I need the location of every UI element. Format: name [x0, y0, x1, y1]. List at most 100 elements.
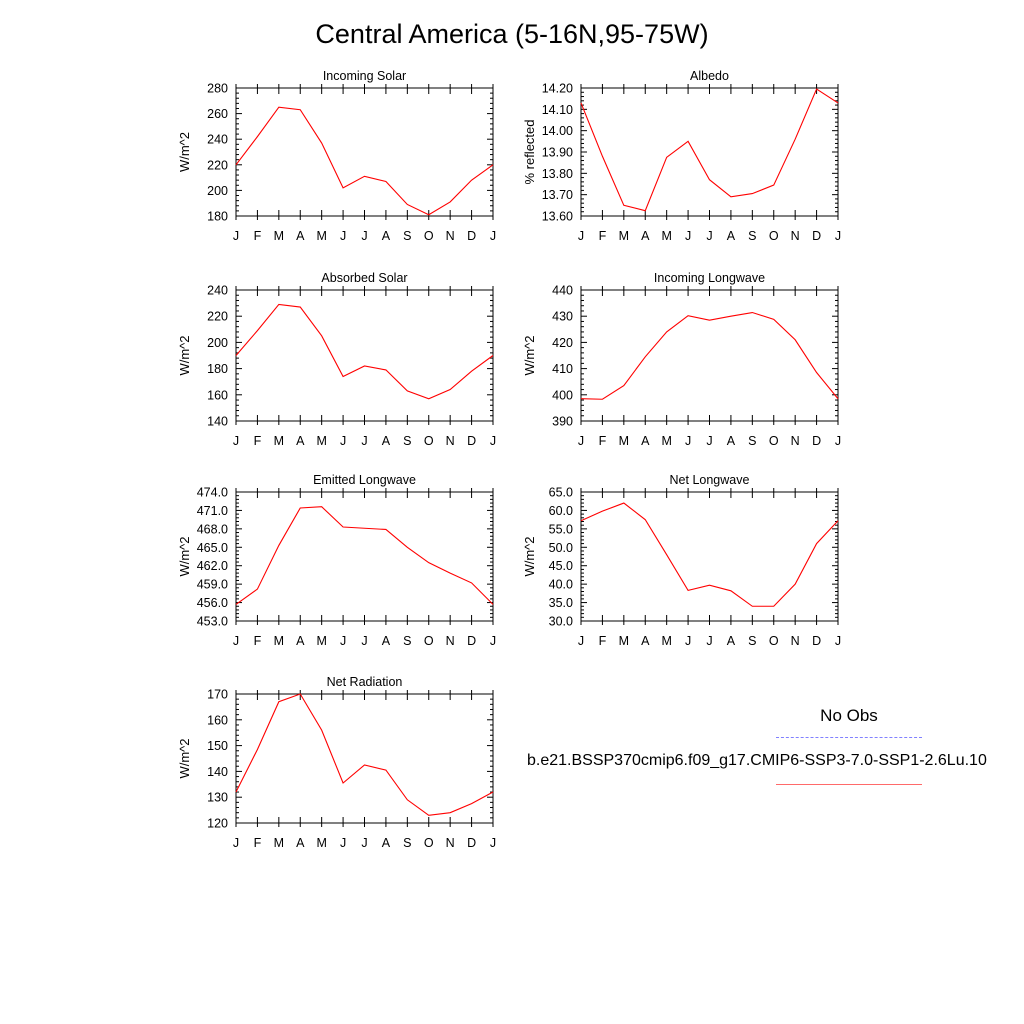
x-tick-label: A [727, 634, 736, 648]
x-tick-label: M [316, 634, 326, 648]
x-tick-label: A [382, 634, 391, 648]
x-tick-label: J [340, 434, 346, 448]
y-tick-label: 456.0 [197, 596, 228, 610]
x-tick-label: J [706, 434, 712, 448]
x-tick-label: M [316, 836, 326, 850]
x-tick-label: S [748, 434, 756, 448]
x-tick-label: N [446, 634, 455, 648]
x-tick-label: F [254, 836, 262, 850]
y-tick-label: 468.0 [197, 522, 228, 536]
x-tick-label: J [361, 836, 367, 850]
x-tick-label: M [274, 229, 284, 243]
x-tick-label: S [403, 836, 411, 850]
x-tick-label: M [316, 434, 326, 448]
y-tick-label: 30.0 [549, 615, 573, 629]
x-tick-label: J [490, 434, 496, 448]
plot-frame [235, 693, 494, 824]
x-tick-label: J [340, 634, 346, 648]
plot-frame [580, 289, 839, 422]
y-tick-label: 14.00 [542, 124, 573, 138]
x-tick-label: J [361, 634, 367, 648]
x-tick-label: J [685, 229, 691, 243]
chart-incoming-longwave: Incoming Longwave W/m^2 390 400 410 420 430 440… [522, 271, 841, 448]
x-tick-label: J [490, 836, 496, 850]
x-tick-label: N [446, 229, 455, 243]
y-tick-label: 13.80 [542, 167, 573, 181]
y-axis-label: % reflected [522, 119, 537, 184]
y-tick-label: 13.90 [542, 146, 573, 160]
x-tick-label: A [641, 634, 650, 648]
x-tick-label: O [424, 434, 434, 448]
y-tick-label: 420 [552, 336, 573, 350]
x-tick-label: A [296, 434, 305, 448]
y-tick-label: 130 [207, 791, 228, 805]
y-tick-label: 200 [207, 184, 228, 198]
legend-obs-label: No Obs [820, 706, 878, 725]
x-tick-label: J [361, 229, 367, 243]
series-line [235, 106, 494, 216]
x-tick-label: A [382, 434, 391, 448]
x-tick-label: F [254, 434, 262, 448]
y-tick-label: 462.0 [197, 559, 228, 573]
x-tick-label: J [361, 434, 367, 448]
x-tick-label: A [382, 229, 391, 243]
series-line [580, 311, 839, 400]
x-tick-label: F [254, 634, 262, 648]
x-tick-label: A [382, 836, 391, 850]
y-axis-label: W/m^2 [522, 335, 537, 375]
x-tick-label: O [424, 634, 434, 648]
x-tick-label: J [706, 634, 712, 648]
x-tick-label: J [835, 434, 841, 448]
x-tick-label: D [812, 229, 821, 243]
y-tick-label: 140 [207, 765, 228, 779]
x-tick-label: N [791, 634, 800, 648]
x-tick-label: S [748, 229, 756, 243]
y-tick-label: 65.0 [549, 486, 573, 500]
x-tick-label: M [619, 434, 629, 448]
x-tick-label: D [467, 836, 476, 850]
x-tick-label: J [578, 434, 584, 448]
y-tick-label: 471.0 [197, 504, 228, 518]
x-tick-label: O [424, 229, 434, 243]
x-tick-label: J [578, 229, 584, 243]
y-axis-label: W/m^2 [522, 536, 537, 576]
y-axis-label: W/m^2 [177, 536, 192, 576]
y-tick-label: 465.0 [197, 541, 228, 555]
x-tick-label: M [661, 434, 671, 448]
y-tick-label: 220 [207, 158, 228, 172]
x-tick-label: D [467, 229, 476, 243]
y-axis-label: W/m^2 [177, 335, 192, 375]
x-tick-label: M [274, 634, 284, 648]
x-tick-label: J [706, 229, 712, 243]
y-tick-label: 430 [552, 310, 573, 324]
y-tick-label: 260 [207, 107, 228, 121]
x-tick-label: J [490, 634, 496, 648]
x-tick-label: S [403, 634, 411, 648]
x-tick-label: D [467, 434, 476, 448]
x-tick-label: O [424, 836, 434, 850]
x-tick-label: O [769, 634, 779, 648]
y-tick-label: 474.0 [197, 486, 228, 500]
chart-title: Incoming Solar [323, 69, 406, 83]
y-tick-label: 160 [207, 713, 228, 727]
chart-title: Absorbed Solar [321, 271, 407, 285]
x-tick-label: N [446, 434, 455, 448]
x-tick-label: S [403, 434, 411, 448]
x-tick-label: N [791, 434, 800, 448]
x-tick-label: F [599, 434, 607, 448]
legend-model-line [776, 784, 922, 785]
x-tick-label: O [769, 434, 779, 448]
x-tick-label: S [403, 229, 411, 243]
y-tick-label: 240 [207, 133, 228, 147]
x-tick-label: S [748, 634, 756, 648]
x-tick-label: J [490, 229, 496, 243]
y-tick-label: 180 [207, 362, 228, 376]
y-tick-label: 55.0 [549, 522, 573, 536]
y-axis-label: W/m^2 [177, 132, 192, 172]
y-tick-label: 160 [207, 388, 228, 402]
x-tick-label: J [685, 434, 691, 448]
y-tick-label: 150 [207, 739, 228, 753]
y-tick-label: 240 [207, 284, 228, 298]
